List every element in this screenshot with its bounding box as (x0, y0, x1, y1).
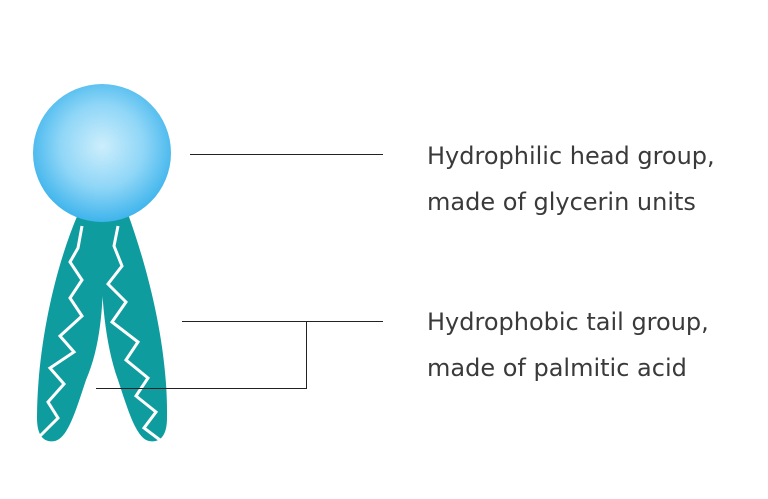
leader-lines (96, 154, 383, 389)
head-label-line-1: Hydrophilic head group, (427, 142, 715, 170)
tail-group-label: Hydrophobic tail group, made of palmitic… (427, 299, 709, 391)
tail-label-line-1: Hydrophobic tail group, (427, 308, 709, 336)
right-tail (101, 214, 168, 442)
left-tail-chain (38, 225, 84, 438)
tail-label-line-2: made of palmitic acid (427, 354, 687, 382)
right-tail-chain (106, 225, 161, 442)
head-group-label: Hydrophilic head group, made of glycerin… (427, 133, 715, 225)
hydrophilic-head (33, 84, 171, 222)
hydrophobic-tails (37, 214, 168, 442)
head-label-line-2: made of glycerin units (427, 188, 696, 216)
